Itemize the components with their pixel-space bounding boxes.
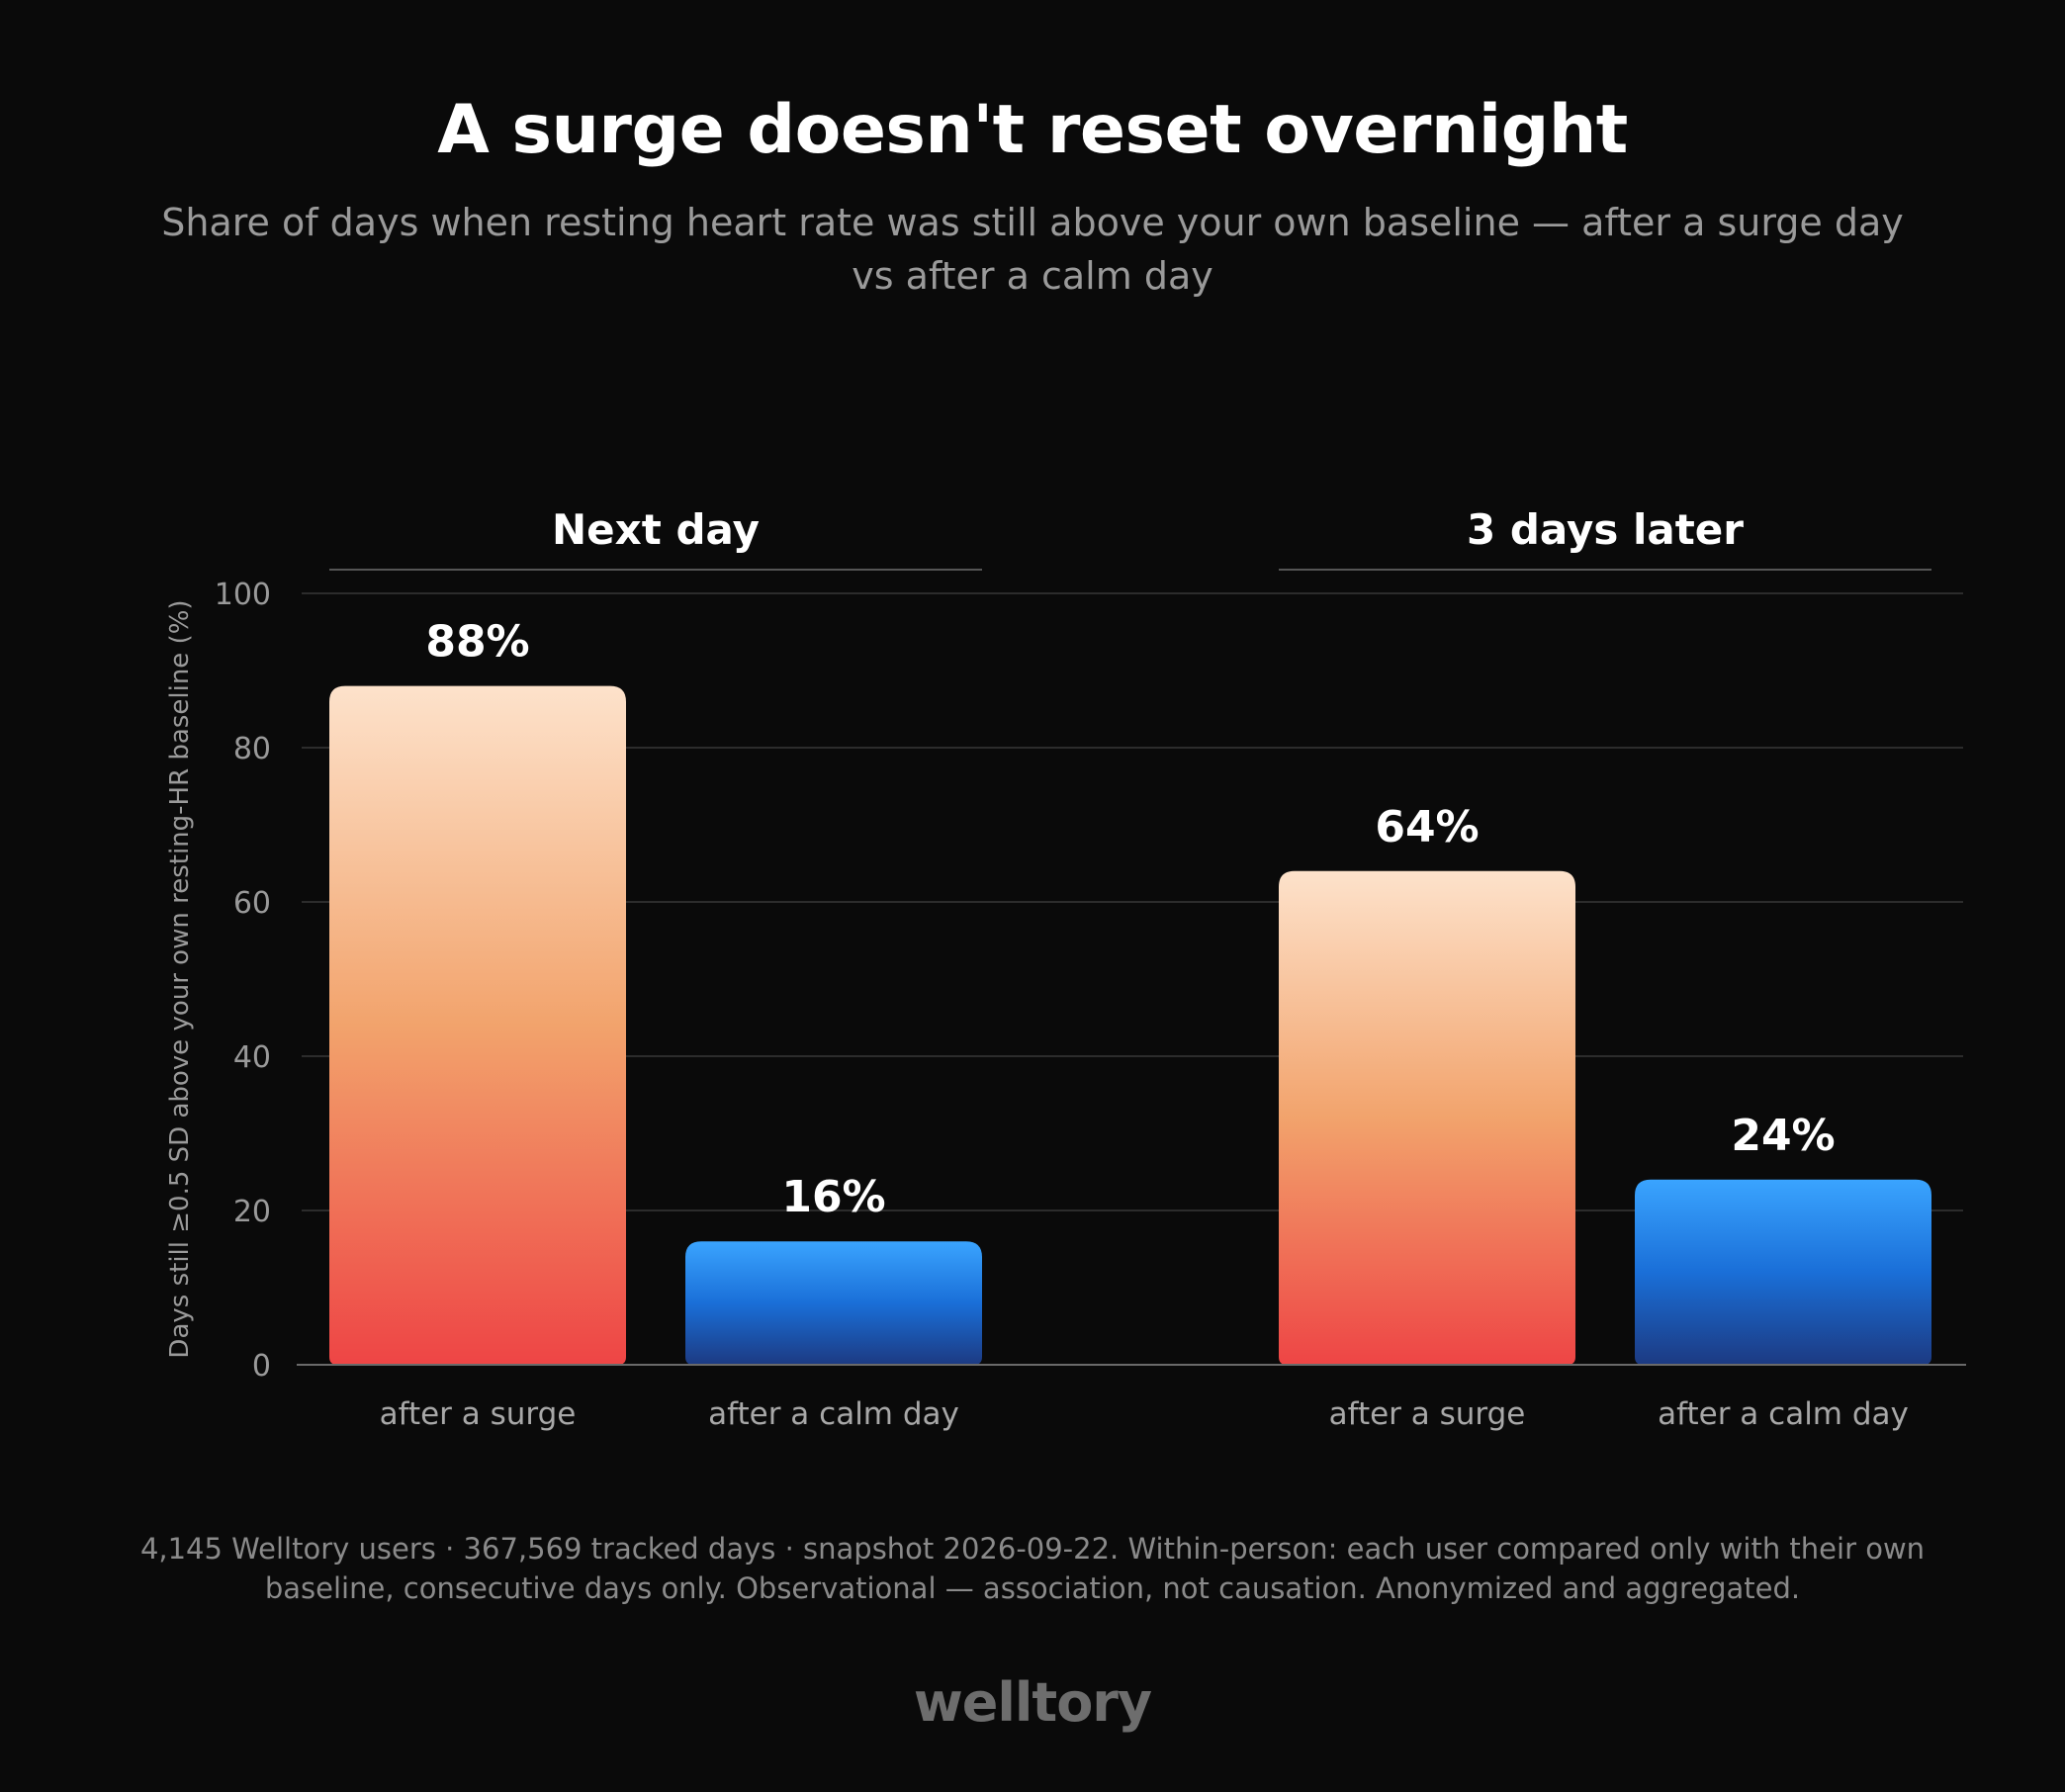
y-axis-ticks: 0 20 40 60 80 100 <box>215 578 271 1384</box>
footnote: 4,145 Welltory users · 367,569 tracked d… <box>139 1532 1926 1605</box>
y-axis-label: Days still ≥0.5 SD above your own restin… <box>165 599 195 1358</box>
bar-surge <box>329 685 626 1365</box>
x-category-label: after a calm day <box>1658 1396 1909 1432</box>
bar-chart: 0 20 40 60 80 100 Days still ≥0.5 SD above yo… <box>165 505 1966 1432</box>
bar-group: Next day 88% after a surge 16% after a calm … <box>329 505 982 1432</box>
y-tick-label: 0 <box>252 1349 271 1384</box>
chart-title: A surge doesn't reset overnight <box>437 91 1628 169</box>
bar-value-label: 64% <box>1375 802 1479 852</box>
bar-surge <box>1279 870 1575 1365</box>
y-tick-label: 100 <box>215 578 271 612</box>
bar-value-label: 88% <box>425 617 529 668</box>
chart-subtitle: Share of days when resting heart rate wa… <box>161 201 1904 298</box>
y-tick-label: 60 <box>233 886 271 921</box>
group-title: Next day <box>552 505 760 554</box>
bar-calm <box>1635 1179 1931 1365</box>
bar-value-label: 16% <box>781 1172 885 1222</box>
y-tick-label: 80 <box>233 732 271 766</box>
y-tick-label: 40 <box>233 1040 271 1075</box>
bar-calm <box>685 1241 982 1365</box>
bar-groups: Next day 88% after a surge 16% after a calm … <box>329 505 1931 1432</box>
x-category-label: after a surge <box>1329 1396 1526 1432</box>
bar-value-label: 24% <box>1731 1111 1835 1161</box>
y-tick-label: 20 <box>233 1195 271 1229</box>
welltory-logo: welltory <box>913 1671 1152 1734</box>
group-title: 3 days later <box>1467 505 1744 554</box>
bar-group: 3 days later 64% after a surge 24% after a c… <box>1279 505 1931 1432</box>
x-category-label: after a calm day <box>708 1396 959 1432</box>
x-category-label: after a surge <box>380 1396 577 1432</box>
